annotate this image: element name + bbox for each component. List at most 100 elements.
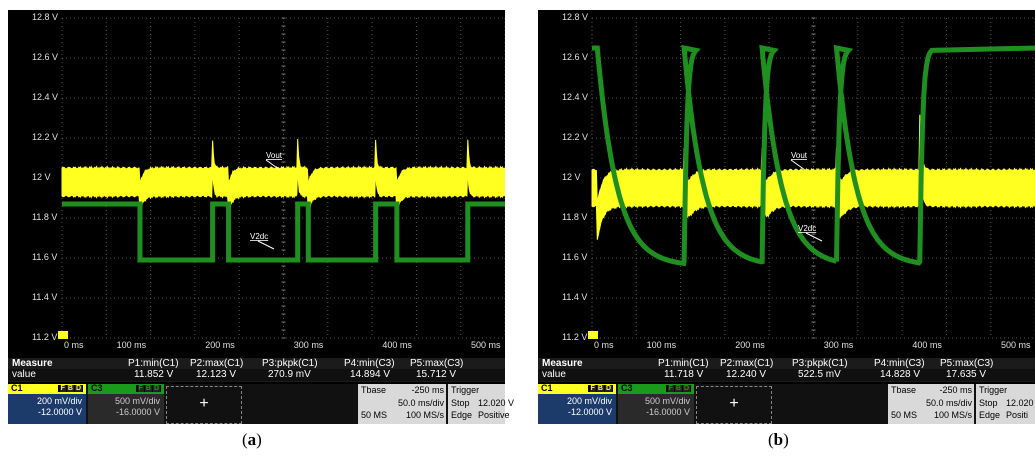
measure-row-label: value xyxy=(12,369,36,380)
measure-param-value: 11.718 V xyxy=(664,369,704,380)
c1-descriptor[interactable]: C1 F B D 200 mV/div -12.0000 V xyxy=(8,383,86,424)
measure-value-row: value 11.852 V 12.123 V 270.9 mV 14.894 V 15.… xyxy=(8,369,505,381)
x-tick-label: 200 ms xyxy=(735,340,765,350)
channel-offset: -16.0000 V xyxy=(115,407,160,417)
flag-d: D xyxy=(604,385,612,392)
channel-marker xyxy=(588,331,598,339)
measure-param-name: P4:min(C3) xyxy=(344,358,395,369)
scope-plot: Vout V2dc xyxy=(588,17,1035,339)
x-tick-label: 200 ms xyxy=(205,340,235,350)
x-tick-label: 100 ms xyxy=(646,340,677,350)
measure-param-name: P5:max(C3) xyxy=(410,358,464,369)
measure-param-name: P1:min(C1) xyxy=(128,358,179,369)
x-tick-label: 100 ms xyxy=(116,340,147,350)
trigger-slope: Positi xyxy=(1006,410,1029,420)
timebase-samples: 50 MS xyxy=(361,410,388,420)
add-trace-button[interactable]: + xyxy=(166,386,242,424)
measure-param-value: 14.828 V xyxy=(880,369,921,380)
channel-header: C3 F B D xyxy=(88,383,164,394)
c1-descriptor[interactable]: C1 F B D 200 mV/div -12.0000 V xyxy=(538,383,616,424)
caption-a: (a) xyxy=(242,430,262,449)
volts-per-div: 200 mV/div xyxy=(566,396,612,406)
measure-param-value: 522.5 mV xyxy=(798,369,841,380)
y-tick-label: 12 V xyxy=(562,172,581,182)
measure-param-name: P1:min(C1) xyxy=(658,358,709,369)
measure-title: Measure xyxy=(542,358,583,369)
flag-b: B xyxy=(674,385,682,392)
timebase-rate: 100 MS/s xyxy=(405,410,444,420)
y-tick-label: 12.8 V xyxy=(32,12,59,22)
channel-offset: -12.0000 V xyxy=(37,407,82,417)
measure-value-row: value 11.718 V 12.240 V 522.5 mV 14.828 V 17.… xyxy=(538,369,1035,381)
channel-offset: -12.0000 V xyxy=(567,407,612,417)
timebase-label: Tbase xyxy=(891,385,917,395)
timebase-descriptor[interactable]: Tbase -250 ms 50.0 ms/div 50 MS 100 MS/s xyxy=(888,384,974,424)
y-tick-label: 11.2 V xyxy=(562,332,588,342)
trigger-descriptor[interactable]: Trigger Stop 12.020 V Edge Positive xyxy=(448,384,514,424)
timebase-samples: 50 MS xyxy=(891,410,918,420)
add-trace-button[interactable]: + xyxy=(696,386,772,424)
trigger-type: Edge xyxy=(451,410,473,420)
y-tick-label: 11.4 V xyxy=(32,292,58,302)
x-tick-label: 400 ms xyxy=(912,340,942,350)
flag-d: D xyxy=(682,385,690,392)
flag-b: B xyxy=(144,385,152,392)
x-tick-label: 400 ms xyxy=(382,340,412,350)
caption-b: (b) xyxy=(768,430,789,449)
y-tick-label: 11.8 V xyxy=(562,212,588,222)
measure-param-value: 270.9 mV xyxy=(268,369,311,380)
flag-f: F xyxy=(667,385,674,392)
channel-header: C1 F B D xyxy=(538,383,616,394)
series-v2dc xyxy=(592,44,1035,267)
measure-row-label: value xyxy=(542,369,566,380)
timebase-rate: 100 MS/s xyxy=(933,410,972,420)
y-tick-label: 11.8 V xyxy=(32,212,58,222)
vout-trace xyxy=(591,114,1035,240)
measure-param-value: 15.712 V xyxy=(416,369,457,380)
c3-descriptor[interactable]: C3 F B D 500 mV/div -16.0000 V xyxy=(88,383,164,424)
timebase-per-div: 50.0 ms/div xyxy=(397,398,444,408)
series-vout xyxy=(591,114,1035,240)
measure-param-value: 14.894 V xyxy=(350,369,391,380)
x-tick-label: 0 ms xyxy=(64,340,84,350)
y-tick-label: 12.2 V xyxy=(562,132,589,142)
flag-f: F xyxy=(59,385,66,392)
measure-param-name: P2:max(C1) xyxy=(190,358,244,369)
control-strip: C1 F B D 200 mV/div -12.0000 V C3 F B D 500 mV/div… xyxy=(538,383,1035,424)
measure-param-name: P3:pkpk(C1) xyxy=(262,358,318,369)
measure-title: Measure xyxy=(12,358,53,369)
trigger-descriptor[interactable]: Trigger Stop 12.020 Edge Positi xyxy=(976,384,1035,424)
c3-descriptor[interactable]: C3 F B D 500 mV/div -16.0000 V xyxy=(618,383,694,424)
vout-trace xyxy=(61,138,505,214)
trigger-level: 12.020 xyxy=(1006,398,1034,408)
measure-header-row: Measure P1:min(C1) P2:max(C1) P3:pkpk(C1) P4… xyxy=(8,358,505,370)
x-tick-label: 500 ms xyxy=(471,340,501,350)
scope-panel-b: Vout V2dc 12.8 V 12.6 V 12.4 V 12.2 V 12 V 11.8… xyxy=(538,10,1035,424)
measure-param-name: P3:pkpk(C1) xyxy=(792,358,848,369)
measure-table: Measure P1:min(C1) P2:max(C1) P3:pkpk(C1) P4… xyxy=(8,358,505,382)
measure-param-value: 11.852 V xyxy=(134,369,174,380)
trigger-label: Trigger xyxy=(451,385,480,395)
volts-per-div: 500 mV/div xyxy=(114,396,160,406)
y-tick-label: 11.2 V xyxy=(32,332,58,342)
x-tick-label: 300 ms xyxy=(293,340,324,350)
trigger-type: Edge xyxy=(979,410,1001,420)
channel-name: C1 xyxy=(541,383,553,393)
measure-param-value: 12.123 V xyxy=(196,369,237,380)
timebase-descriptor[interactable]: Tbase -250 ms 50.0 ms/div 50 MS 100 MS/s xyxy=(358,384,446,424)
channel-name: C3 xyxy=(91,383,103,393)
trigger-slope: Positive xyxy=(478,410,510,420)
flag-d: D xyxy=(152,385,160,392)
channel-offset: -16.0000 V xyxy=(645,407,690,417)
plus-icon: + xyxy=(729,395,739,412)
channel-header: C3 F B D xyxy=(618,383,694,394)
trigger-state: Stop xyxy=(451,398,470,408)
channel-name: C3 xyxy=(621,383,633,393)
y-tick-label: 12.4 V xyxy=(562,92,589,102)
measure-param-value: 17.635 V xyxy=(946,369,987,380)
measure-param-value: 12.240 V xyxy=(726,369,767,380)
timebase-delay: -250 ms xyxy=(939,385,972,395)
